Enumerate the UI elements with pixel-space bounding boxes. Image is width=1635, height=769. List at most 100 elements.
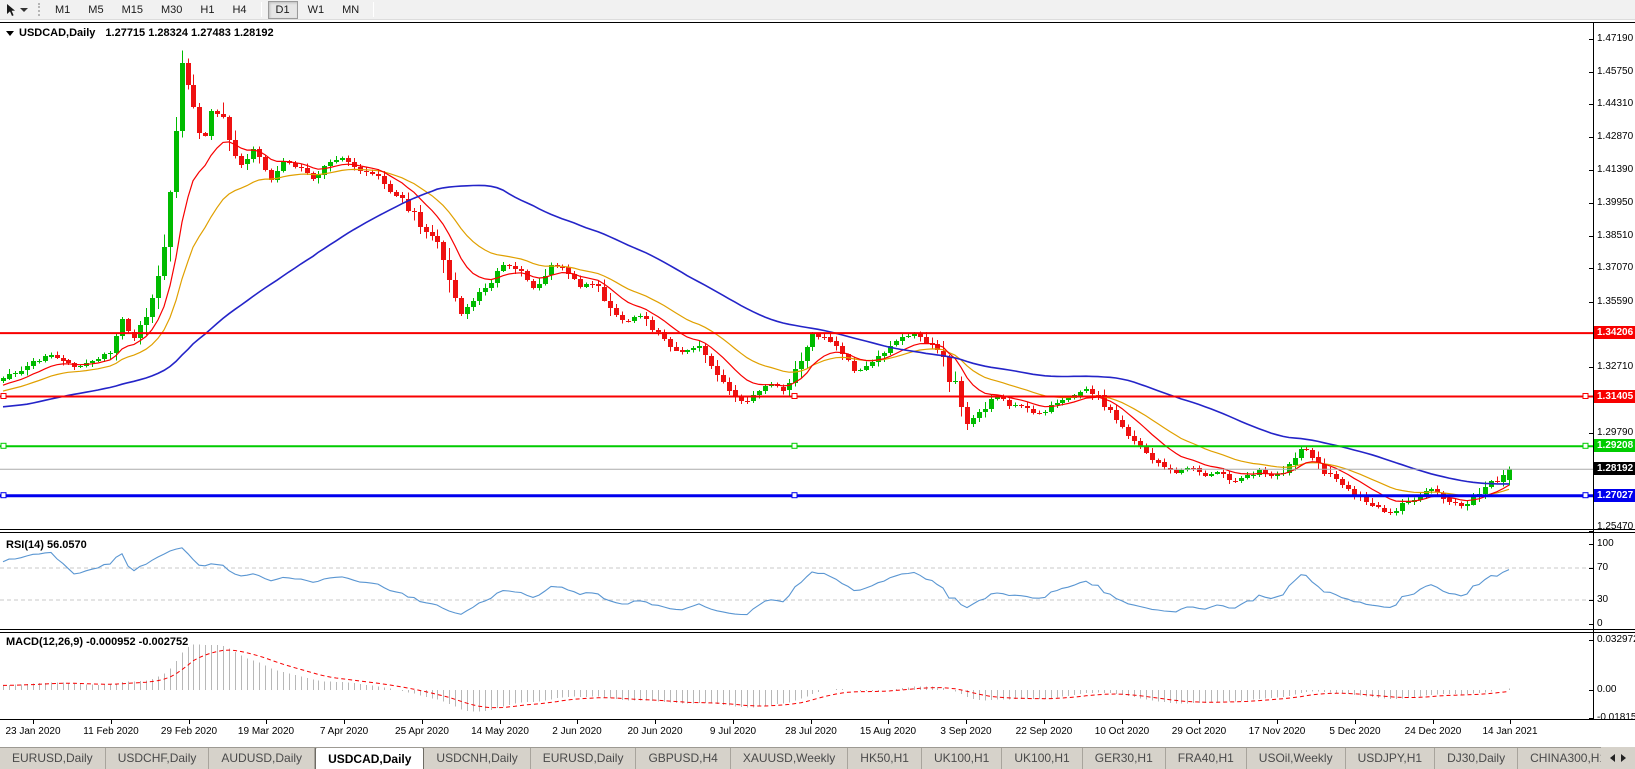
timeframe-button-w1[interactable]: W1 — [307, 3, 325, 16]
chart-tab-audusd-daily[interactable]: AUDUSD,Daily — [209, 748, 316, 769]
chart-tab-usdchf-daily[interactable]: USDCHF,Daily — [106, 748, 210, 769]
line-handle[interactable] — [1582, 492, 1589, 499]
timeframe-button-h4[interactable]: H4 — [232, 3, 247, 16]
timeframe-button-m15[interactable]: M15 — [121, 3, 143, 16]
date-axis-label: 2 Jun 2020 — [552, 726, 602, 737]
timeframe-button-mn[interactable]: MN — [342, 3, 360, 16]
chart-ohlc-values: 1.27715 1.28324 1.27483 1.28192 — [105, 27, 274, 39]
rsi-axis-label: 30 — [1597, 594, 1609, 605]
chart-tab-fra40-h1[interactable]: FRA40,H1 — [1166, 748, 1247, 769]
timeframe-button-m30[interactable]: M30 — [160, 3, 183, 16]
date-axis-label: 28 Jul 2020 — [785, 726, 837, 737]
dropdown-caret-icon[interactable] — [20, 7, 28, 12]
date-axis-label: 7 Apr 2020 — [319, 726, 369, 737]
date-axis-label: 22 Sep 2020 — [1015, 726, 1073, 737]
line-handle[interactable] — [0, 492, 7, 499]
chart-tab-uk100-h1[interactable]: UK100,H1 — [1002, 748, 1083, 769]
price-axis-label: 1.44310 — [1597, 98, 1634, 110]
tab-scroll-right-icon[interactable] — [1621, 754, 1626, 762]
timeframe-button-h1[interactable]: H1 — [200, 3, 215, 16]
toolbar-separator — [260, 2, 262, 17]
chart-tab-hk50-h1[interactable]: HK50,H1 — [848, 748, 922, 769]
macd-axis-label: 0.032972 — [1597, 634, 1635, 646]
tab-scroll-left-icon[interactable] — [1610, 754, 1615, 762]
date-axis-label: 14 Jan 2021 — [1482, 726, 1538, 737]
line-handle[interactable] — [791, 492, 798, 499]
chart-tab-usdcnh-daily[interactable]: USDCNH,Daily — [424, 748, 531, 769]
price-axis-label: 1.38510 — [1597, 229, 1634, 241]
chart-tab-dj30-daily[interactable]: DJ30,Daily — [1435, 748, 1519, 769]
date-axis-label: 11 Feb 2020 — [83, 726, 139, 737]
date-axis-label: 5 Dec 2020 — [1329, 726, 1381, 737]
toolbar-grip[interactable] — [38, 3, 40, 16]
price-axis-label: 1.41390 — [1597, 164, 1634, 176]
price-axis-label: 1.29790 — [1597, 427, 1634, 439]
date-axis-label: 14 May 2020 — [471, 726, 529, 737]
macd-histogram — [3, 644, 1510, 712]
toolbar-separator — [373, 2, 375, 17]
timeframe-button-m1[interactable]: M1 — [55, 3, 71, 16]
price-line-badge: 1.29208 — [1594, 439, 1635, 453]
rsi-axis-label: 100 — [1597, 538, 1614, 549]
timeframe-toolbar: M1 M5 M15 M30 H1 H4 D1 W1 MN — [46, 0, 379, 20]
date-axis-label: 9 Jul 2020 — [709, 726, 757, 737]
date-axis-label: 20 Jun 2020 — [627, 726, 683, 737]
line-handle[interactable] — [791, 393, 798, 399]
price-axis-label: 1.37070 — [1597, 262, 1634, 274]
chart-tab-usdcad-daily[interactable]: USDCAD,Daily — [315, 748, 425, 769]
timeframe-button-m5[interactable]: M5 — [88, 3, 104, 16]
rsi-axis-label: 70 — [1597, 562, 1609, 573]
chart-tab-ger30-h1[interactable]: GER30,H1 — [1083, 748, 1166, 769]
date-axis-label: 3 Sep 2020 — [940, 726, 992, 737]
line-handle[interactable] — [1582, 442, 1589, 449]
line-handle[interactable] — [791, 442, 798, 449]
horizontal-line-1.31405[interactable] — [0, 393, 1593, 399]
chart-tab-usdjpy-h1[interactable]: USDJPY,H1 — [1346, 748, 1436, 769]
chart-frame — [0, 22, 1635, 724]
date-axis-label: 23 Jan 2020 — [5, 726, 61, 737]
date-axis-label: 19 Mar 2020 — [237, 726, 295, 737]
price-axis-label: 1.47190 — [1597, 33, 1634, 44]
chart-tab-uk100-h1[interactable]: UK100,H1 — [922, 748, 1003, 769]
date-axis-label: 29 Feb 2020 — [160, 726, 218, 737]
chart-title: USDCAD,Daily 1.27715 1.28324 1.27483 1.2… — [6, 27, 274, 39]
line-handle[interactable] — [0, 393, 7, 399]
chart-tab-eurusd-daily[interactable]: EURUSD,Daily — [0, 748, 106, 769]
macd-signal-line — [2, 649, 1510, 709]
chart-symbol-title: USDCAD,Daily — [19, 27, 96, 39]
price-axis-label: 1.35590 — [1597, 295, 1634, 307]
date-axis-label: 24 Dec 2020 — [1404, 726, 1462, 737]
chart-collapse-icon[interactable] — [6, 30, 14, 36]
date-axis-label: 25 Apr 2020 — [395, 726, 449, 737]
date-axis-label: 10 Oct 2020 — [1094, 726, 1150, 737]
price-line-badge: 1.31405 — [1594, 389, 1635, 403]
toolbar: M1 M5 M15 M30 H1 H4 D1 W1 MN — [0, 0, 1635, 20]
macd-axis-label: 0.00 — [1597, 684, 1617, 695]
line-handle[interactable] — [0, 442, 7, 449]
horizontal-line-1.27027[interactable] — [0, 492, 1593, 499]
horizontal-line-1.29208[interactable] — [0, 442, 1593, 449]
price-line-badge: 1.27027 — [1594, 488, 1635, 502]
macd-indicator-label: MACD(12,26,9) -0.000952 -0.002752 — [6, 636, 189, 648]
date-axis-label: 29 Oct 2020 — [1171, 726, 1227, 737]
chart-tab-gbpusd-h4[interactable]: GBPUSD,H4 — [636, 748, 731, 769]
candles-layer — [1, 50, 1512, 516]
chart-tab-xauusd-weekly[interactable]: XAUUSD,Weekly — [731, 748, 849, 769]
line-handle[interactable] — [1582, 393, 1589, 399]
tab-scroll-arrows — [1601, 747, 1635, 769]
price-axis-label: 1.25470 — [1597, 521, 1634, 532]
cursor-tool-icon[interactable] — [2, 2, 20, 18]
rsi-panel — [0, 547, 1593, 616]
price-axis-label: 1.45750 — [1597, 65, 1634, 77]
rsi-axis-label: 0 — [1597, 618, 1603, 629]
date-axis-label: 17 Nov 2020 — [1248, 726, 1306, 737]
chart-tab-eurusd-daily[interactable]: EURUSD,Daily — [531, 748, 637, 769]
timeframe-button-d1[interactable]: D1 — [267, 0, 298, 19]
date-axis-label: 15 Aug 2020 — [859, 726, 917, 737]
macd-axis-label: -0.018154 — [1597, 711, 1635, 723]
price-line-badge: 1.34206 — [1594, 326, 1635, 340]
chart-tab-usoil-weekly[interactable]: USOil,Weekly — [1247, 748, 1346, 769]
rsi-indicator-label: RSI(14) 56.0570 — [6, 539, 87, 551]
